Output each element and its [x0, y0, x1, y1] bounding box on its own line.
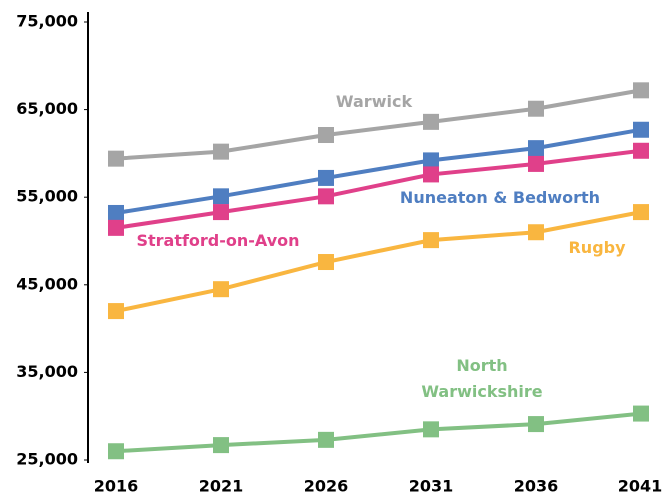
x-tick-label: 2026 [304, 477, 349, 496]
marker [213, 204, 229, 221]
marker [633, 405, 649, 422]
marker [108, 303, 124, 320]
x-tick-label: 2041 [618, 477, 663, 496]
series-line [115, 210, 642, 314]
marker [633, 142, 649, 159]
marker [318, 254, 334, 271]
y-tick-label: 55,000 [16, 187, 78, 206]
x-tick-label: 2021 [199, 477, 244, 496]
marker [108, 219, 124, 236]
marker [423, 232, 439, 249]
y-tick-label: 45,000 [16, 274, 78, 293]
marker [213, 281, 229, 298]
marker [633, 82, 649, 99]
marker [108, 204, 124, 221]
marker [633, 204, 649, 221]
marker [528, 224, 544, 241]
x-tick-label: 2031 [409, 477, 454, 496]
y-tick-label: 35,000 [16, 362, 78, 381]
y-tick-label: 65,000 [16, 99, 78, 118]
series-label: Rugby [568, 238, 626, 257]
series-line [115, 411, 642, 454]
marker [423, 113, 439, 130]
series-line [115, 148, 642, 230]
marker [213, 143, 229, 160]
marker [633, 121, 649, 138]
marker [213, 437, 229, 454]
y-tick-label: 25,000 [16, 450, 78, 469]
marker [528, 155, 544, 172]
marker [213, 188, 229, 205]
series-label: North Warwickshire [421, 356, 543, 401]
marker [528, 416, 544, 433]
marker [318, 188, 334, 205]
series-line [115, 127, 642, 215]
marker [108, 150, 124, 167]
series-line [115, 88, 642, 161]
series-label: Nuneaton & Bedworth [399, 188, 601, 207]
marker [423, 421, 439, 438]
marker [423, 166, 439, 183]
marker [318, 127, 334, 144]
x-tick-label: 2016 [94, 477, 139, 496]
y-tick-label: 75,000 [16, 12, 78, 31]
marker [108, 443, 124, 460]
marker [318, 431, 334, 448]
marker [423, 152, 439, 169]
series-label: Warwick [335, 92, 413, 111]
x-tick-label: 2036 [514, 477, 559, 496]
marker [528, 100, 544, 117]
series-label: Stratford-on-Avon [136, 231, 300, 250]
marker [528, 140, 544, 157]
marker [318, 169, 334, 186]
